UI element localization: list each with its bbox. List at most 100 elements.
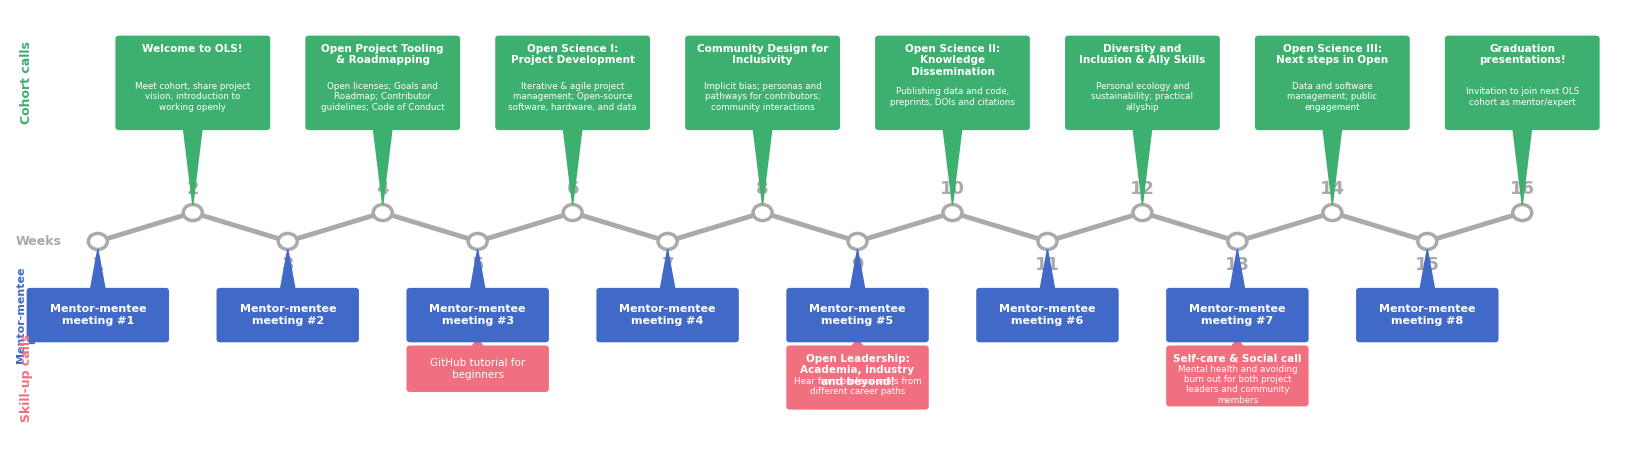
Text: 5: 5 [472, 256, 484, 274]
Polygon shape [1323, 127, 1342, 205]
Text: Diversity and
Inclusion & Ally Skills: Diversity and Inclusion & Ally Skills [1080, 44, 1206, 65]
Text: Open Science III:
Next steps in Open: Open Science III: Next steps in Open [1277, 44, 1388, 65]
Text: Open licenses; Goals and
Roadmap; Contributor
guidelines; Code of Conduct: Open licenses; Goals and Roadmap; Contri… [321, 82, 444, 112]
Text: Mentor-mentee
meeting #1: Mentor-mentee meeting #1 [49, 304, 146, 326]
Text: Meet cohort, share project
vision, introduction to
working openly: Meet cohort, share project vision, intro… [134, 82, 251, 112]
Text: Hear from professionals from
different career paths: Hear from professionals from different c… [793, 377, 921, 396]
Text: 8: 8 [756, 180, 769, 198]
Polygon shape [374, 127, 392, 205]
FancyBboxPatch shape [1167, 345, 1308, 406]
Text: Welcome to OLS!: Welcome to OLS! [143, 44, 243, 54]
Polygon shape [1133, 127, 1152, 205]
Text: Mentor-mentee
meeting #2: Mentor-mentee meeting #2 [239, 304, 336, 326]
Text: 14: 14 [1319, 180, 1346, 198]
Text: Mentor-mentee
meeting #8: Mentor-mentee meeting #8 [1378, 304, 1475, 326]
Circle shape [659, 233, 677, 249]
FancyBboxPatch shape [406, 345, 549, 392]
Circle shape [752, 205, 772, 221]
Polygon shape [942, 127, 962, 205]
Text: Mentor-mentee
meeting #4: Mentor-mentee meeting #4 [620, 304, 716, 326]
Circle shape [279, 233, 297, 249]
FancyBboxPatch shape [1065, 35, 1219, 130]
FancyBboxPatch shape [787, 288, 929, 342]
Polygon shape [564, 127, 582, 205]
Text: Self-care & Social call: Self-care & Social call [1174, 354, 1301, 364]
Text: Data and software
management; public
engagement: Data and software management; public eng… [1287, 82, 1377, 112]
Circle shape [1133, 205, 1152, 221]
Circle shape [1037, 233, 1057, 249]
Text: Mental health and avoiding
burn out for both project
leaders and community
membe: Mental health and avoiding burn out for … [1177, 365, 1296, 405]
Circle shape [469, 233, 487, 249]
Text: Community Design for
Inclusivity: Community Design for Inclusivity [697, 44, 828, 65]
Text: Publishing data and code,
preprints, DOIs and citations: Publishing data and code, preprints, DOI… [890, 87, 1015, 107]
FancyBboxPatch shape [787, 345, 929, 410]
Circle shape [847, 233, 867, 249]
FancyBboxPatch shape [495, 35, 651, 130]
Circle shape [184, 205, 202, 221]
Text: 3: 3 [282, 256, 293, 274]
Text: Mentor-mentee
meeting #5: Mentor-mentee meeting #5 [810, 304, 906, 326]
Circle shape [942, 205, 962, 221]
Text: 2: 2 [187, 180, 198, 198]
Polygon shape [851, 339, 865, 349]
Text: 10: 10 [941, 180, 965, 198]
Text: 16: 16 [1510, 180, 1534, 198]
Text: Invitation to join next OLS
cohort as mentor/expert: Invitation to join next OLS cohort as me… [1465, 87, 1578, 107]
Polygon shape [1513, 127, 1532, 205]
Polygon shape [752, 127, 772, 205]
Text: Open Science II:
Knowledge
Dissemination: Open Science II: Knowledge Dissemination [905, 44, 1000, 77]
Circle shape [374, 205, 392, 221]
FancyBboxPatch shape [406, 288, 549, 342]
Polygon shape [90, 249, 105, 291]
Text: Cohort calls: Cohort calls [20, 41, 33, 124]
Polygon shape [1419, 249, 1434, 291]
FancyBboxPatch shape [1355, 288, 1498, 342]
FancyBboxPatch shape [26, 288, 169, 342]
Text: Personal ecology and
sustainability; practical
allyship: Personal ecology and sustainability; pra… [1092, 82, 1193, 112]
Circle shape [1228, 233, 1247, 249]
Text: Skill-up calls: Skill-up calls [20, 334, 33, 422]
Text: Open Leadership:
Academia, industry
and beyond!: Open Leadership: Academia, industry and … [800, 354, 915, 387]
FancyBboxPatch shape [875, 35, 1029, 130]
Circle shape [1418, 233, 1437, 249]
Circle shape [89, 233, 107, 249]
FancyBboxPatch shape [685, 35, 839, 130]
Text: Mentor-mentee
meeting #7: Mentor-mentee meeting #7 [1190, 304, 1285, 326]
Polygon shape [470, 339, 485, 349]
Text: Mentor-mentee
meetings: Mentor-mentee meetings [16, 267, 38, 363]
Circle shape [564, 205, 582, 221]
Polygon shape [1039, 249, 1056, 291]
Polygon shape [851, 249, 865, 291]
Text: 9: 9 [851, 256, 864, 274]
FancyBboxPatch shape [216, 288, 359, 342]
Circle shape [1513, 205, 1532, 221]
FancyBboxPatch shape [977, 288, 1119, 342]
Text: 6: 6 [567, 180, 579, 198]
Text: GitHub tutorial for
beginners: GitHub tutorial for beginners [429, 358, 526, 380]
Text: Iterative & agile project
management; Open-source
software, hardware, and data: Iterative & agile project management; Op… [508, 82, 638, 112]
FancyBboxPatch shape [305, 35, 461, 130]
Text: 7: 7 [662, 256, 674, 274]
FancyBboxPatch shape [115, 35, 270, 130]
Polygon shape [470, 249, 485, 291]
Polygon shape [661, 249, 675, 291]
Text: 13: 13 [1224, 256, 1251, 274]
Text: Graduation
presentations!: Graduation presentations! [1478, 44, 1565, 65]
FancyBboxPatch shape [597, 288, 739, 342]
Text: 11: 11 [1034, 256, 1060, 274]
Text: Mentor-mentee
meeting #3: Mentor-mentee meeting #3 [429, 304, 526, 326]
Circle shape [1323, 205, 1342, 221]
Text: 12: 12 [1129, 180, 1155, 198]
Polygon shape [1229, 249, 1246, 291]
Text: 15: 15 [1414, 256, 1439, 274]
FancyBboxPatch shape [1167, 288, 1308, 342]
Polygon shape [184, 127, 202, 205]
Text: 4: 4 [377, 180, 388, 198]
Polygon shape [1229, 339, 1246, 349]
FancyBboxPatch shape [1255, 35, 1410, 130]
Text: Weeks: Weeks [16, 235, 62, 248]
FancyBboxPatch shape [1446, 35, 1600, 130]
Text: 1: 1 [92, 256, 105, 274]
Text: Mentor-mentee
meeting #6: Mentor-mentee meeting #6 [1000, 304, 1096, 326]
Polygon shape [280, 249, 295, 291]
